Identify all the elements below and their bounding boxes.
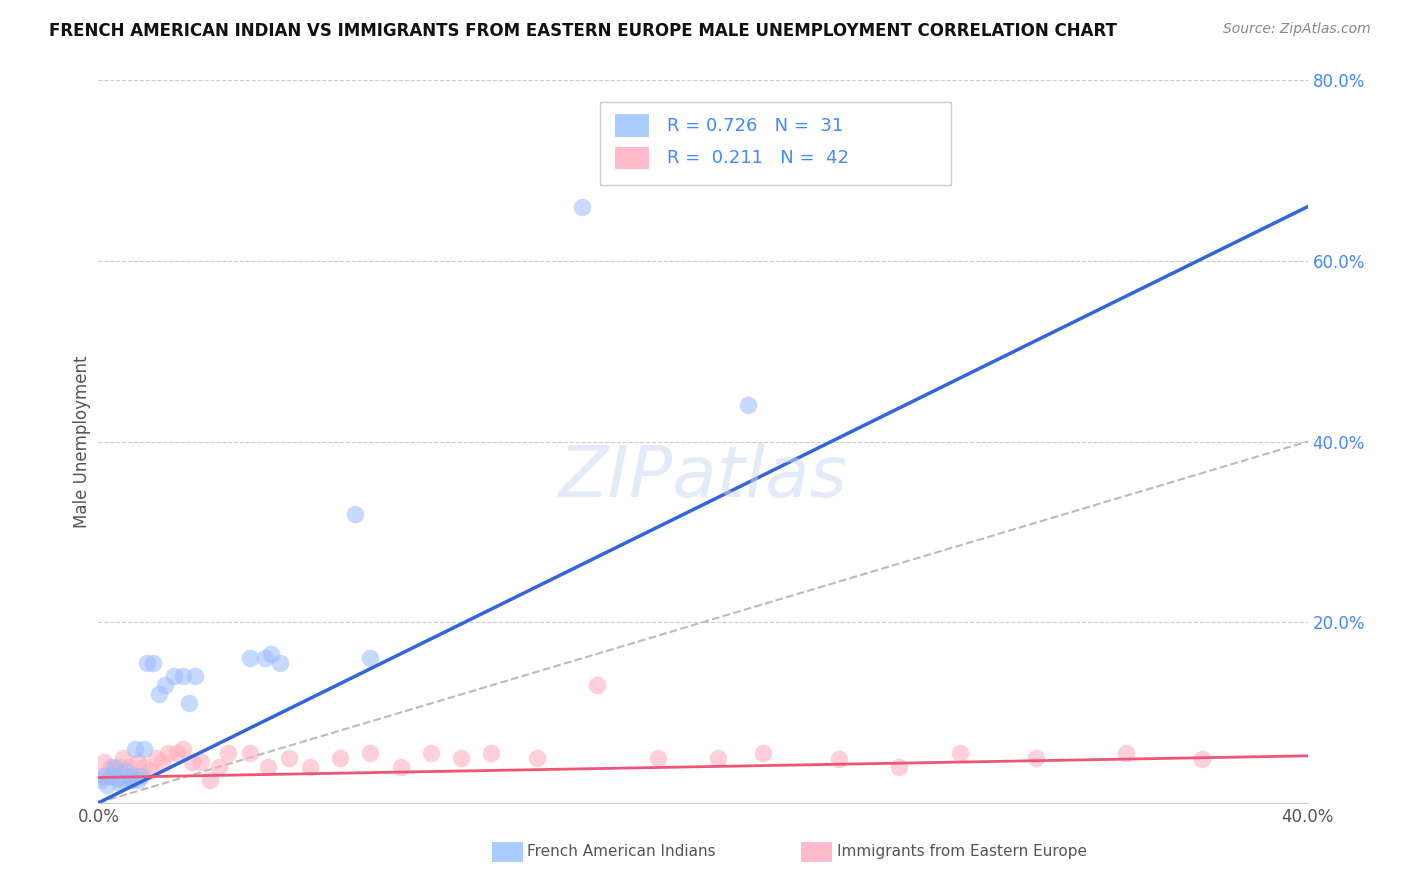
Text: R =  0.211   N =  42: R = 0.211 N = 42 <box>666 149 849 167</box>
Point <box>526 750 548 764</box>
Point <box>172 669 194 683</box>
Point <box>1191 752 1213 766</box>
Text: R = 0.726   N =  31: R = 0.726 N = 31 <box>666 117 844 135</box>
Point <box>132 741 155 756</box>
Point <box>135 656 157 670</box>
Point <box>239 651 262 665</box>
Point <box>121 769 143 783</box>
Point <box>239 746 262 760</box>
Point <box>148 687 170 701</box>
Point <box>100 769 122 783</box>
Point <box>172 741 194 756</box>
Point <box>118 760 141 774</box>
Point <box>450 750 472 764</box>
Point <box>118 769 141 783</box>
Point <box>586 678 609 692</box>
Point <box>103 764 125 779</box>
Point <box>127 773 149 788</box>
Point <box>121 773 143 788</box>
Point <box>277 750 299 764</box>
Point <box>299 760 322 774</box>
Point <box>389 760 412 774</box>
Point <box>260 647 283 661</box>
Point <box>114 764 136 779</box>
Point <box>420 746 443 760</box>
Text: French American Indians: French American Indians <box>527 845 716 859</box>
Point <box>647 750 669 764</box>
Point <box>949 746 972 760</box>
Point <box>132 760 155 774</box>
Point <box>93 769 115 783</box>
Point <box>129 769 152 783</box>
Point <box>190 755 212 769</box>
Point <box>179 697 201 711</box>
Point <box>360 746 382 760</box>
Point <box>481 746 503 760</box>
Text: Source: ZipAtlas.com: Source: ZipAtlas.com <box>1223 22 1371 37</box>
Point <box>139 764 162 779</box>
Point <box>90 769 112 783</box>
Point <box>156 746 179 760</box>
Point <box>707 750 730 764</box>
Point <box>163 669 186 683</box>
Point <box>145 750 167 764</box>
Text: FRENCH AMERICAN INDIAN VS IMMIGRANTS FROM EASTERN EUROPE MALE UNEMPLOYMENT CORRE: FRENCH AMERICAN INDIAN VS IMMIGRANTS FRO… <box>49 22 1118 40</box>
Point <box>181 755 204 769</box>
Point <box>269 656 291 670</box>
Y-axis label: Male Unemployment: Male Unemployment <box>73 355 91 528</box>
FancyBboxPatch shape <box>600 102 950 185</box>
Point <box>166 746 188 760</box>
FancyBboxPatch shape <box>614 114 648 136</box>
Point <box>111 773 134 788</box>
Point <box>217 746 239 760</box>
Text: ZIPatlas: ZIPatlas <box>558 443 848 512</box>
Text: Immigrants from Eastern Europe: Immigrants from Eastern Europe <box>837 845 1087 859</box>
Point <box>142 656 165 670</box>
Point <box>1024 750 1046 764</box>
FancyBboxPatch shape <box>614 147 648 169</box>
Point <box>150 755 173 769</box>
Point <box>828 752 851 766</box>
Point <box>108 760 131 774</box>
Point <box>889 760 911 774</box>
Point <box>90 773 112 788</box>
Point <box>184 669 207 683</box>
Point <box>571 200 593 214</box>
Point <box>329 750 352 764</box>
Point <box>103 760 125 774</box>
Point <box>253 651 276 665</box>
Point <box>153 678 176 692</box>
Point <box>93 755 115 769</box>
Point <box>1115 746 1137 760</box>
Point <box>127 755 149 769</box>
Point <box>105 771 128 785</box>
Point <box>96 778 118 792</box>
Point <box>256 760 278 774</box>
Point <box>737 398 759 412</box>
Point <box>108 776 131 790</box>
Point <box>111 750 134 764</box>
Point <box>124 741 146 756</box>
Point <box>208 760 231 774</box>
Point <box>100 760 122 774</box>
Point <box>344 507 367 521</box>
Point <box>200 773 222 788</box>
Point <box>752 746 775 760</box>
Point <box>360 651 382 665</box>
